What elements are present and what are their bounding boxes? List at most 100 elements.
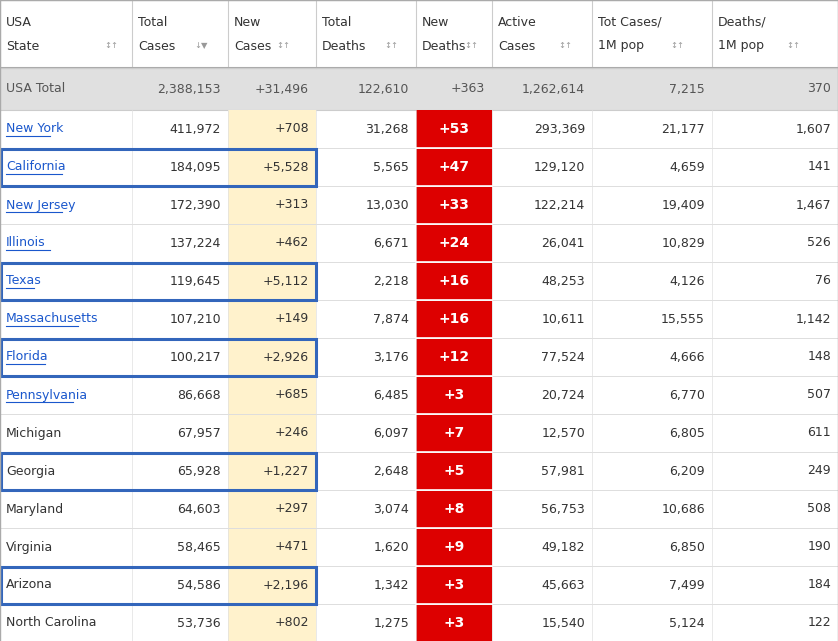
Bar — [0, 452, 838, 490]
Text: 6,770: 6,770 — [669, 388, 705, 401]
Text: 137,224: 137,224 — [169, 237, 221, 249]
Text: 15,555: 15,555 — [661, 313, 705, 326]
Text: Cases: Cases — [234, 40, 272, 53]
Text: 4,126: 4,126 — [670, 274, 705, 288]
Text: +2,196: +2,196 — [263, 578, 309, 592]
Text: 507: 507 — [807, 388, 831, 401]
Text: +1,227: +1,227 — [263, 465, 309, 478]
Text: Total: Total — [138, 15, 168, 28]
Text: Illinois: Illinois — [6, 237, 45, 249]
Text: 10,686: 10,686 — [661, 503, 705, 515]
Bar — [228, 452, 316, 490]
Text: 370: 370 — [807, 83, 831, 96]
Text: 57,981: 57,981 — [541, 465, 585, 478]
Text: 15,540: 15,540 — [541, 617, 585, 629]
Text: 20,724: 20,724 — [541, 388, 585, 401]
Text: USA Total: USA Total — [6, 83, 65, 96]
Text: +802: +802 — [275, 617, 309, 629]
Text: 1,607: 1,607 — [795, 122, 831, 135]
Text: 49,182: 49,182 — [541, 540, 585, 553]
Bar — [416, 376, 492, 414]
Text: North Carolina: North Carolina — [6, 617, 96, 629]
Text: ↕↑: ↕↑ — [558, 42, 572, 51]
Text: Maryland: Maryland — [6, 503, 65, 515]
Text: 119,645: 119,645 — [169, 274, 221, 288]
Text: Tot Cases/: Tot Cases/ — [598, 15, 662, 28]
Text: 26,041: 26,041 — [541, 237, 585, 249]
Text: 13,030: 13,030 — [365, 199, 409, 212]
Text: +12: +12 — [438, 350, 469, 364]
Bar — [416, 452, 492, 490]
Bar — [0, 148, 838, 186]
Text: 526: 526 — [807, 237, 831, 249]
Text: 3,176: 3,176 — [374, 351, 409, 363]
Text: 5,124: 5,124 — [670, 617, 705, 629]
Text: 611: 611 — [807, 426, 831, 440]
Text: +16: +16 — [438, 274, 469, 288]
Bar — [0, 68, 838, 110]
Bar — [0, 566, 838, 604]
Text: 249: 249 — [807, 465, 831, 478]
Text: 4,659: 4,659 — [670, 160, 705, 174]
Text: 21,177: 21,177 — [661, 122, 705, 135]
Text: Cases: Cases — [498, 40, 535, 53]
Bar — [0, 110, 838, 148]
Text: New Jersey: New Jersey — [6, 199, 75, 212]
Text: Michigan: Michigan — [6, 426, 62, 440]
Bar — [0, 528, 838, 566]
Text: +47: +47 — [438, 160, 469, 174]
Text: 6,209: 6,209 — [670, 465, 705, 478]
Text: 508: 508 — [807, 503, 831, 515]
Text: +246: +246 — [275, 426, 309, 440]
Text: 148: 148 — [807, 351, 831, 363]
Text: New York: New York — [6, 122, 64, 135]
Text: +8: +8 — [443, 502, 465, 516]
Text: +685: +685 — [275, 388, 309, 401]
Bar — [416, 490, 492, 528]
Text: 10,611: 10,611 — [541, 313, 585, 326]
Text: 1,467: 1,467 — [795, 199, 831, 212]
Text: 2,388,153: 2,388,153 — [158, 83, 221, 96]
Text: Cases: Cases — [138, 40, 175, 53]
Bar — [416, 566, 492, 604]
Text: 1,262,614: 1,262,614 — [522, 83, 585, 96]
Text: +3: +3 — [443, 388, 464, 402]
Text: 6,671: 6,671 — [374, 237, 409, 249]
Text: +3: +3 — [443, 578, 464, 592]
Text: 184,095: 184,095 — [169, 160, 221, 174]
Text: 190: 190 — [807, 540, 831, 553]
Text: ↕↑: ↕↑ — [464, 42, 478, 51]
Text: ↕↑: ↕↑ — [384, 42, 398, 51]
Text: 56,753: 56,753 — [541, 503, 585, 515]
Text: 122,610: 122,610 — [358, 83, 409, 96]
Text: 1,275: 1,275 — [373, 617, 409, 629]
Bar — [1, 263, 315, 299]
Text: 2,648: 2,648 — [374, 465, 409, 478]
Text: 107,210: 107,210 — [169, 313, 221, 326]
Text: 6,850: 6,850 — [669, 540, 705, 553]
Text: +2,926: +2,926 — [263, 351, 309, 363]
Text: 100,217: 100,217 — [169, 351, 221, 363]
Bar — [1, 453, 315, 490]
Text: 172,390: 172,390 — [169, 199, 221, 212]
Text: 53,736: 53,736 — [178, 617, 221, 629]
Bar — [416, 604, 492, 641]
Bar — [228, 262, 316, 300]
Text: 76: 76 — [815, 274, 831, 288]
Text: 54,586: 54,586 — [178, 578, 221, 592]
Text: Florida: Florida — [6, 351, 49, 363]
Text: ↓▼: ↓▼ — [194, 42, 208, 51]
Text: 77,524: 77,524 — [541, 351, 585, 363]
Text: 141: 141 — [807, 160, 831, 174]
Text: 1M pop: 1M pop — [718, 40, 764, 53]
Text: 58,465: 58,465 — [178, 540, 221, 553]
Text: 12,570: 12,570 — [541, 426, 585, 440]
Bar — [228, 566, 316, 604]
Text: +53: +53 — [438, 122, 469, 136]
Text: 293,369: 293,369 — [534, 122, 585, 135]
Text: +9: +9 — [443, 540, 464, 554]
Text: California: California — [6, 160, 65, 174]
Bar — [416, 148, 492, 186]
Bar — [0, 224, 838, 262]
Text: 48,253: 48,253 — [541, 274, 585, 288]
